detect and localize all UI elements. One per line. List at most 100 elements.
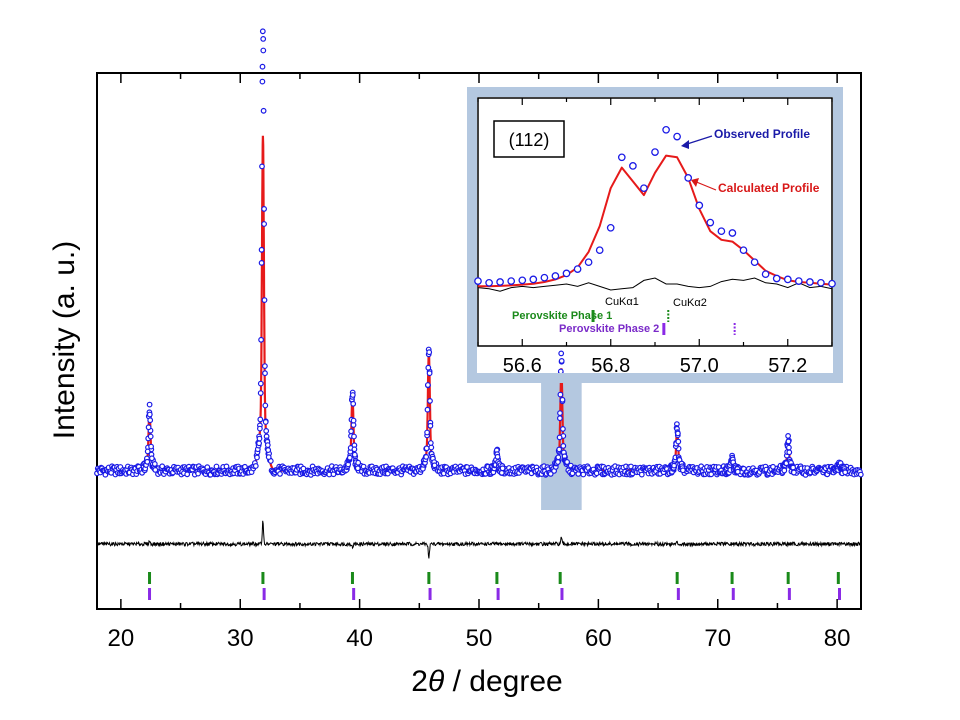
observed-point [559,396,566,403]
observed-point [257,416,264,423]
observed-point [151,461,158,467]
observed-point [351,451,358,458]
observed-point [557,410,563,417]
inset-observed-point [717,227,726,236]
inset-observed-point [772,274,781,283]
x-axis-label-symbol: θ [428,665,445,698]
inset-observed-point [540,273,549,282]
observed-point [262,402,269,409]
observed-point [556,446,563,453]
observed-point [558,358,565,364]
observed-point [264,442,271,449]
observed-point [262,419,269,425]
cuka1-annotation: CuKα1 [605,296,639,308]
inset-observed-point [640,184,648,193]
observed-point [425,364,432,371]
observed-point [259,163,265,170]
observed-point [351,433,357,440]
observed-point [148,455,155,462]
observed-point [426,349,433,356]
observed-point [259,78,266,85]
observed-point [261,221,268,227]
observed-point [781,467,788,474]
inset-observed-point [629,162,637,170]
observed-point [351,446,358,453]
observed-point [254,454,260,461]
observed-point [147,433,154,440]
observed-point [785,433,791,439]
inset-observed-point [761,270,770,279]
inset-observed-point [695,201,704,210]
observed-point [427,398,433,404]
inset-observed-point [673,132,681,141]
observed-point [564,459,570,465]
observed-point [145,424,152,431]
inset-observed-point [651,148,659,156]
observed-point [257,380,264,387]
inset-calculated-profile [478,154,833,288]
inset-label: (112) [509,130,550,150]
observed-point [557,415,563,422]
inset-border [467,87,843,383]
observed-point [257,425,263,432]
observed-point [213,463,220,470]
calculated-profile-annotation: Calculated Profile [718,181,820,195]
observed-point [184,471,191,478]
observed-point [348,428,355,435]
observed-point [261,205,268,212]
inset-observed-point [662,125,670,134]
observed-point [431,462,438,469]
observed-point [259,63,266,70]
observed-point [734,468,741,475]
observed-point [159,463,166,470]
inset-difference-curve [477,277,833,292]
observed-point [547,471,554,477]
observed-point [494,453,501,460]
inset-observed-point [617,153,626,162]
phase2-annotation: Perovskite Phase 2 [559,323,659,335]
observed-point [560,443,567,449]
observed-point [262,363,268,370]
observed-point [350,400,357,407]
observed-point [258,336,265,343]
observed-point [256,440,263,447]
observed-point [675,438,682,445]
inset-observed-point [739,246,748,255]
observed-point [263,428,270,434]
observed-point [791,469,797,476]
inset-difference-line [477,277,833,292]
x-tick-label: 50 [466,625,493,652]
inset-observed-point [706,218,715,227]
inset-label-box [493,120,565,158]
observed-point [146,411,153,418]
inset-observed-point [562,269,571,278]
observed-point [580,471,587,478]
observed-point [423,454,430,460]
inset-x-tick-label: 56.6 [503,355,542,377]
x-tick-label: 40 [346,625,373,652]
observed-point [427,422,434,429]
observed-point [223,463,230,470]
observed-profile [94,28,864,478]
x-axis-label-prefix: 2 [411,665,428,698]
inset-plot: 56.6 56.8 57.0 57.2 (112) Observed Profile … [467,87,843,383]
observed-point [857,471,864,478]
inset-observed-point [573,265,582,273]
observed-point [426,370,433,377]
x-axis-label-suffix: / degree [444,665,562,698]
inset-x-tick-labels: 56.6 56.8 57.0 57.2 [503,355,807,377]
x-tick-label: 70 [704,625,731,652]
observed-point [258,246,265,253]
inset-observed-point [496,278,504,286]
inset-observed-point [529,275,538,284]
x-axis-ticks [120,73,838,609]
observed-point [425,382,431,388]
inset-x-ticks [477,98,833,346]
difference-line [96,520,861,559]
main-plot: 20 30 40 50 60 70 80 [94,28,864,652]
observed-point [785,438,792,445]
observed-point [708,471,715,478]
inset-observed-point [806,278,814,286]
inset-observed-profile [474,125,836,288]
